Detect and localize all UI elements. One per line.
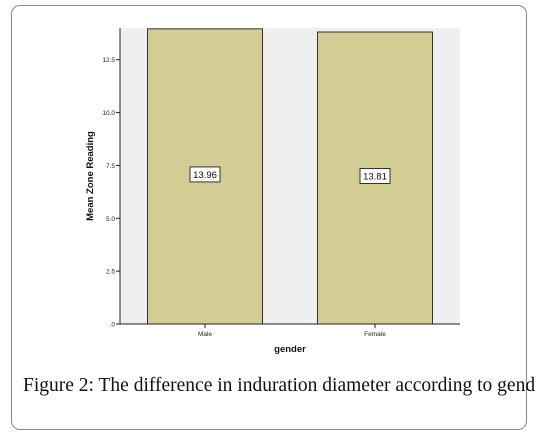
- bar-chart: .0 2.5 5.0 7.5 10.0 12.5 13.96 13.81 Male Femal…: [85, 28, 460, 355]
- y-tick-label: 5.0: [106, 216, 115, 223]
- figure-caption-label: Figure 2:: [23, 375, 94, 396]
- data-label: 13.81: [363, 172, 387, 183]
- figure-caption: Figure 2: The difference in induration d…: [23, 375, 536, 397]
- y-axis: .0 2.5 5.0 7.5 10.0 12.5: [102, 28, 121, 329]
- x-axis: Male Female: [120, 323, 460, 338]
- bars-group: 13.96 13.81: [147, 28, 433, 325]
- y-tick-label: 7.5: [106, 163, 115, 170]
- y-tick-label: .0: [110, 322, 116, 329]
- y-axis-title: Mean Zone Reading: [85, 131, 96, 221]
- y-tick-label: 2.5: [106, 269, 115, 276]
- x-tick-label: Male: [198, 331, 212, 338]
- data-label: 13.96: [193, 170, 217, 181]
- data-label-box: [189, 166, 221, 183]
- y-tick-label: 12.5: [102, 57, 115, 64]
- data-label-box: [359, 168, 391, 185]
- x-axis-title: gender: [274, 344, 306, 355]
- figure-caption-text: The difference in induration diameter ac…: [98, 375, 536, 396]
- y-tick-label: 10.0: [102, 110, 115, 117]
- x-tick-label: Female: [364, 331, 386, 338]
